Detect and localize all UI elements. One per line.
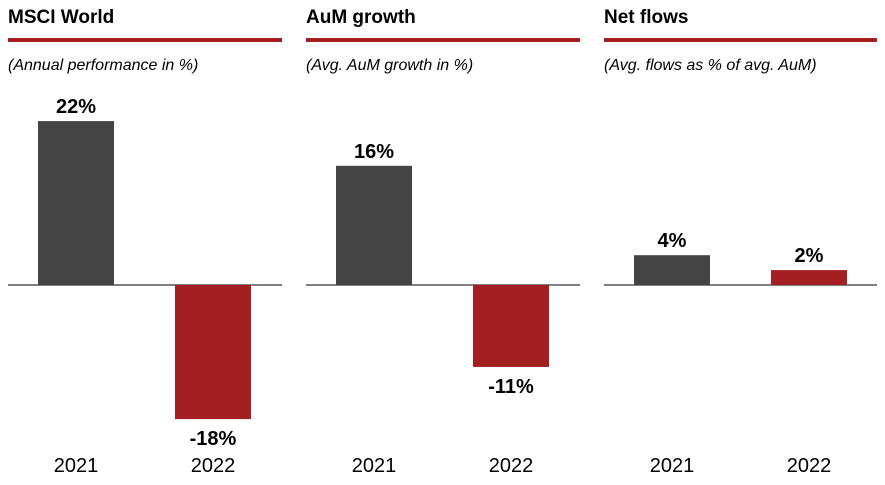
bar-2021	[336, 165, 412, 285]
category-label: 2022	[787, 455, 832, 477]
panel-subtitle: (Avg. AuM growth in %)	[306, 57, 474, 74]
panel-title: MSCI World	[8, 7, 115, 28]
value-label: -11%	[488, 376, 534, 398]
panel-title: Net flows	[604, 7, 689, 28]
category-label: 2022	[489, 455, 534, 477]
bar-2021	[634, 255, 710, 285]
panel-aum-growth: AuM growth (Avg. AuM growth in %) 16% 202…	[306, 0, 580, 485]
title-underline	[604, 38, 877, 42]
category-label: 2021	[650, 455, 695, 477]
title-underline	[8, 38, 282, 42]
bar-2021	[38, 121, 114, 285]
category-label: 2021	[352, 455, 397, 477]
bar-chart: 22% 2021 -18% 2022	[8, 96, 282, 477]
bar-chart: 4% 2021 2% 2022	[604, 230, 877, 477]
title-underline	[306, 38, 580, 42]
category-label: 2021	[54, 455, 99, 477]
bar-chart: 16% 2021 -11% 2022	[306, 141, 580, 477]
value-label: 2%	[795, 245, 824, 267]
panel-subtitle: (Annual performance in %)	[8, 57, 199, 74]
category-label: 2022	[191, 455, 236, 477]
panel-title: AuM growth	[306, 7, 416, 28]
bar-2022	[473, 285, 549, 367]
value-label: -18%	[190, 428, 237, 450]
value-label: 4%	[658, 230, 687, 252]
value-label: 22%	[56, 96, 96, 118]
panel-subtitle: (Avg. flows as % of avg. AuM)	[604, 57, 817, 74]
panel-net-flows: Net flows (Avg. flows as % of avg. AuM) …	[604, 0, 877, 485]
value-label: 16%	[354, 141, 394, 163]
bar-2022	[771, 270, 847, 285]
panel-msci-world: MSCI World (Annual performance in %) 22%…	[8, 0, 282, 485]
bar-2022	[175, 285, 251, 420]
